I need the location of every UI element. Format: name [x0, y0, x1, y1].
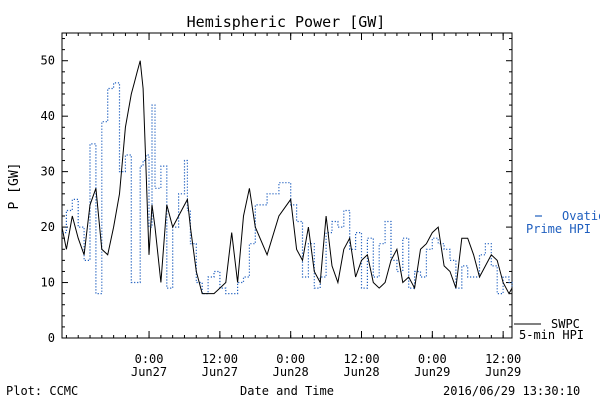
x-tick-label-date: Jun29 — [414, 365, 450, 379]
series-ovation-prime-line — [62, 82, 513, 295]
chart-title: Hemispheric Power [GW] — [187, 13, 386, 31]
y-axis: 0 10 20 30 40 50 — [41, 38, 512, 345]
legend-swpc-line2: 5-min HPI — [519, 328, 584, 342]
x-tick-label-time: 0:00 — [135, 352, 164, 366]
x-tick-label-date: Jun28 — [343, 365, 379, 379]
x-tick-label-time: 0:00 — [276, 352, 305, 366]
x-tick-label-time: 12:00 — [343, 352, 379, 366]
series-layer — [61, 60, 513, 295]
y-axis-label: P [GW] — [7, 163, 22, 210]
legend-swpc: SWPC 5-min HPI — [514, 317, 584, 342]
y-tick-label: 50 — [41, 54, 55, 68]
x-tick-label-time: 0:00 — [418, 352, 447, 366]
footer-plot-credit: Plot: CCMC — [6, 384, 78, 398]
x-tick-label-time: 12:00 — [202, 352, 238, 366]
x-tick-label-date: Jun29 — [485, 365, 521, 379]
y-tick-label: 20 — [41, 220, 55, 234]
x-axis-label: Date and Time — [240, 384, 334, 398]
y-tick-label: 10 — [41, 276, 55, 290]
x-tick-label-date: Jun27 — [131, 365, 167, 379]
x-tick-label-date: Jun27 — [202, 365, 238, 379]
x-tick-label-time: 12:00 — [485, 352, 521, 366]
plot-frame — [61, 32, 513, 339]
x-axis: 0:00Jun2712:00Jun270:00Jun2812:00Jun280:… — [65, 33, 521, 379]
y-tick-label: 30 — [41, 165, 55, 179]
footer-timestamp: 2016/06/29 13:30:10 — [443, 384, 580, 398]
legend-swpc-line1: SWPC — [551, 317, 580, 331]
x-tick-label-date: Jun28 — [273, 365, 309, 379]
legend-ovation-line1: Ovation — [562, 209, 600, 223]
legend-ovation-line2: Prime HPI — [526, 222, 591, 236]
y-tick-label: 0 — [48, 331, 55, 345]
legend-ovation: Ovation Prime HPI — [526, 209, 600, 236]
series-swpc-line — [61, 60, 513, 295]
y-tick-label: 40 — [41, 109, 55, 123]
